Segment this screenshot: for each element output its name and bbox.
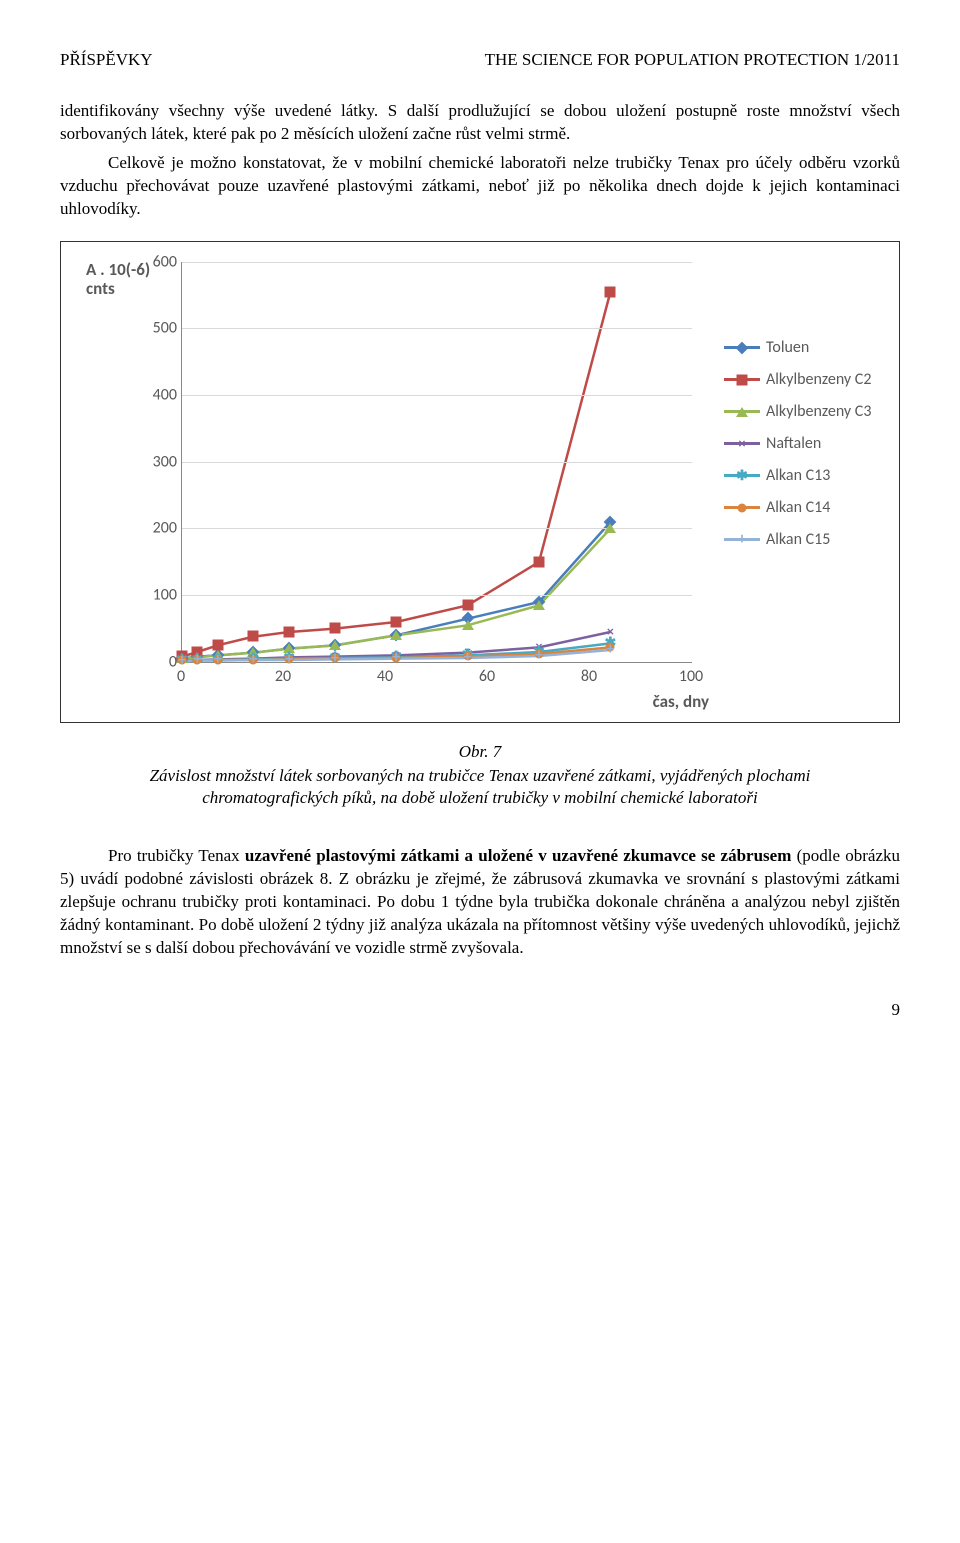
- legend-swatch: ✱: [724, 474, 760, 477]
- data-point: [330, 623, 341, 634]
- legend-swatch: [724, 506, 760, 509]
- data-point: [284, 626, 295, 637]
- legend: Toluen Alkylbenzeny C2 Alkylbenzeny C3 × Naf…: [724, 327, 889, 561]
- plot-area: 0100200300400500600××××××××××✱✱✱✱✱✱✱✱✱✱+…: [181, 262, 692, 663]
- y-axis-label-line2: cnts: [86, 278, 115, 299]
- x-tick-label: 60: [479, 667, 495, 686]
- data-point: [534, 556, 545, 567]
- x-tick-label: 0: [177, 667, 185, 686]
- para3-pre: Pro trubičky Tenax: [108, 846, 245, 865]
- data-point: [390, 630, 402, 640]
- legend-swatch: [724, 410, 760, 413]
- series-line: [182, 292, 610, 657]
- paragraph-3: Pro trubičky Tenax uzavřené plastovými z…: [60, 845, 900, 960]
- data-point: [604, 523, 616, 533]
- gridline: [182, 595, 692, 596]
- legend-label: Toluen: [766, 338, 809, 357]
- legend-swatch: +: [724, 538, 760, 541]
- legend-label: Naftalen: [766, 434, 821, 453]
- legend-item: Alkylbenzeny C3: [724, 401, 889, 423]
- legend-item: ✱ Alkan C13: [724, 465, 889, 487]
- x-tick-label: 40: [377, 667, 393, 686]
- gridline: [182, 395, 692, 396]
- legend-marker-icon: [738, 503, 747, 512]
- data-point: [391, 616, 402, 627]
- page-number: 9: [60, 1000, 900, 1020]
- data-point: [605, 286, 616, 297]
- x-tick-label: 80: [581, 667, 597, 686]
- data-point: [533, 600, 545, 610]
- legend-marker-icon: [737, 374, 748, 385]
- gridline: [182, 462, 692, 463]
- figure-caption: Obr. 7 Závislost množství látek sorbovan…: [120, 741, 840, 809]
- legend-item: + Alkan C15: [724, 529, 889, 551]
- legend-swatch: [724, 346, 760, 349]
- x-axis-label: čas, dny: [653, 691, 709, 712]
- legend-label: Alkylbenzeny C2: [766, 370, 871, 389]
- legend-label: Alkan C14: [766, 498, 830, 517]
- y-tick-label: 600: [137, 252, 177, 271]
- figure-caption-text: Závislost množství látek sorbovaných na …: [150, 766, 811, 807]
- y-tick-label: 400: [137, 386, 177, 405]
- paragraph-1: identifikovány všechny výše uvedené látk…: [60, 100, 900, 146]
- header-left: PŘÍSPĚVKY: [60, 50, 153, 70]
- legend-label: Alkan C15: [766, 530, 830, 549]
- legend-swatch: [724, 378, 760, 381]
- header-right: THE SCIENCE FOR POPULATION PROTECTION 1/…: [485, 50, 900, 70]
- legend-label: Alkylbenzeny C3: [766, 402, 871, 421]
- legend-marker-icon: [736, 407, 748, 417]
- legend-item: Toluen: [724, 337, 889, 359]
- y-tick-label: 300: [137, 452, 177, 471]
- y-tick-label: 500: [137, 319, 177, 338]
- legend-item: Alkylbenzeny C2: [724, 369, 889, 391]
- x-tick-label: 20: [275, 667, 291, 686]
- paragraph-2: Celkově je možno konstatovat, že v mobil…: [60, 152, 900, 221]
- chart-container: A . 10(-6) cnts 0100200300400500600×××××…: [60, 241, 900, 723]
- gridline: [182, 328, 692, 329]
- figure-number: Obr. 7: [120, 741, 840, 763]
- para3-bold: uzavřené plastovými zátkami a uložené v …: [245, 846, 791, 865]
- legend-item: × Naftalen: [724, 433, 889, 455]
- legend-label: Alkan C13: [766, 466, 830, 485]
- y-tick-label: 0: [137, 652, 177, 671]
- data-point: [248, 631, 259, 642]
- data-point: [462, 600, 473, 611]
- y-tick-label: 200: [137, 519, 177, 538]
- legend-swatch: ×: [724, 442, 760, 445]
- data-point: [212, 640, 223, 651]
- gridline: [182, 262, 692, 263]
- y-tick-label: 100: [137, 586, 177, 605]
- x-tick-label: 100: [679, 667, 703, 686]
- data-point: [462, 620, 474, 630]
- legend-marker-icon: [736, 341, 749, 354]
- x-axis-ticks: 020406080100: [181, 667, 691, 692]
- legend-item: Alkan C14: [724, 497, 889, 519]
